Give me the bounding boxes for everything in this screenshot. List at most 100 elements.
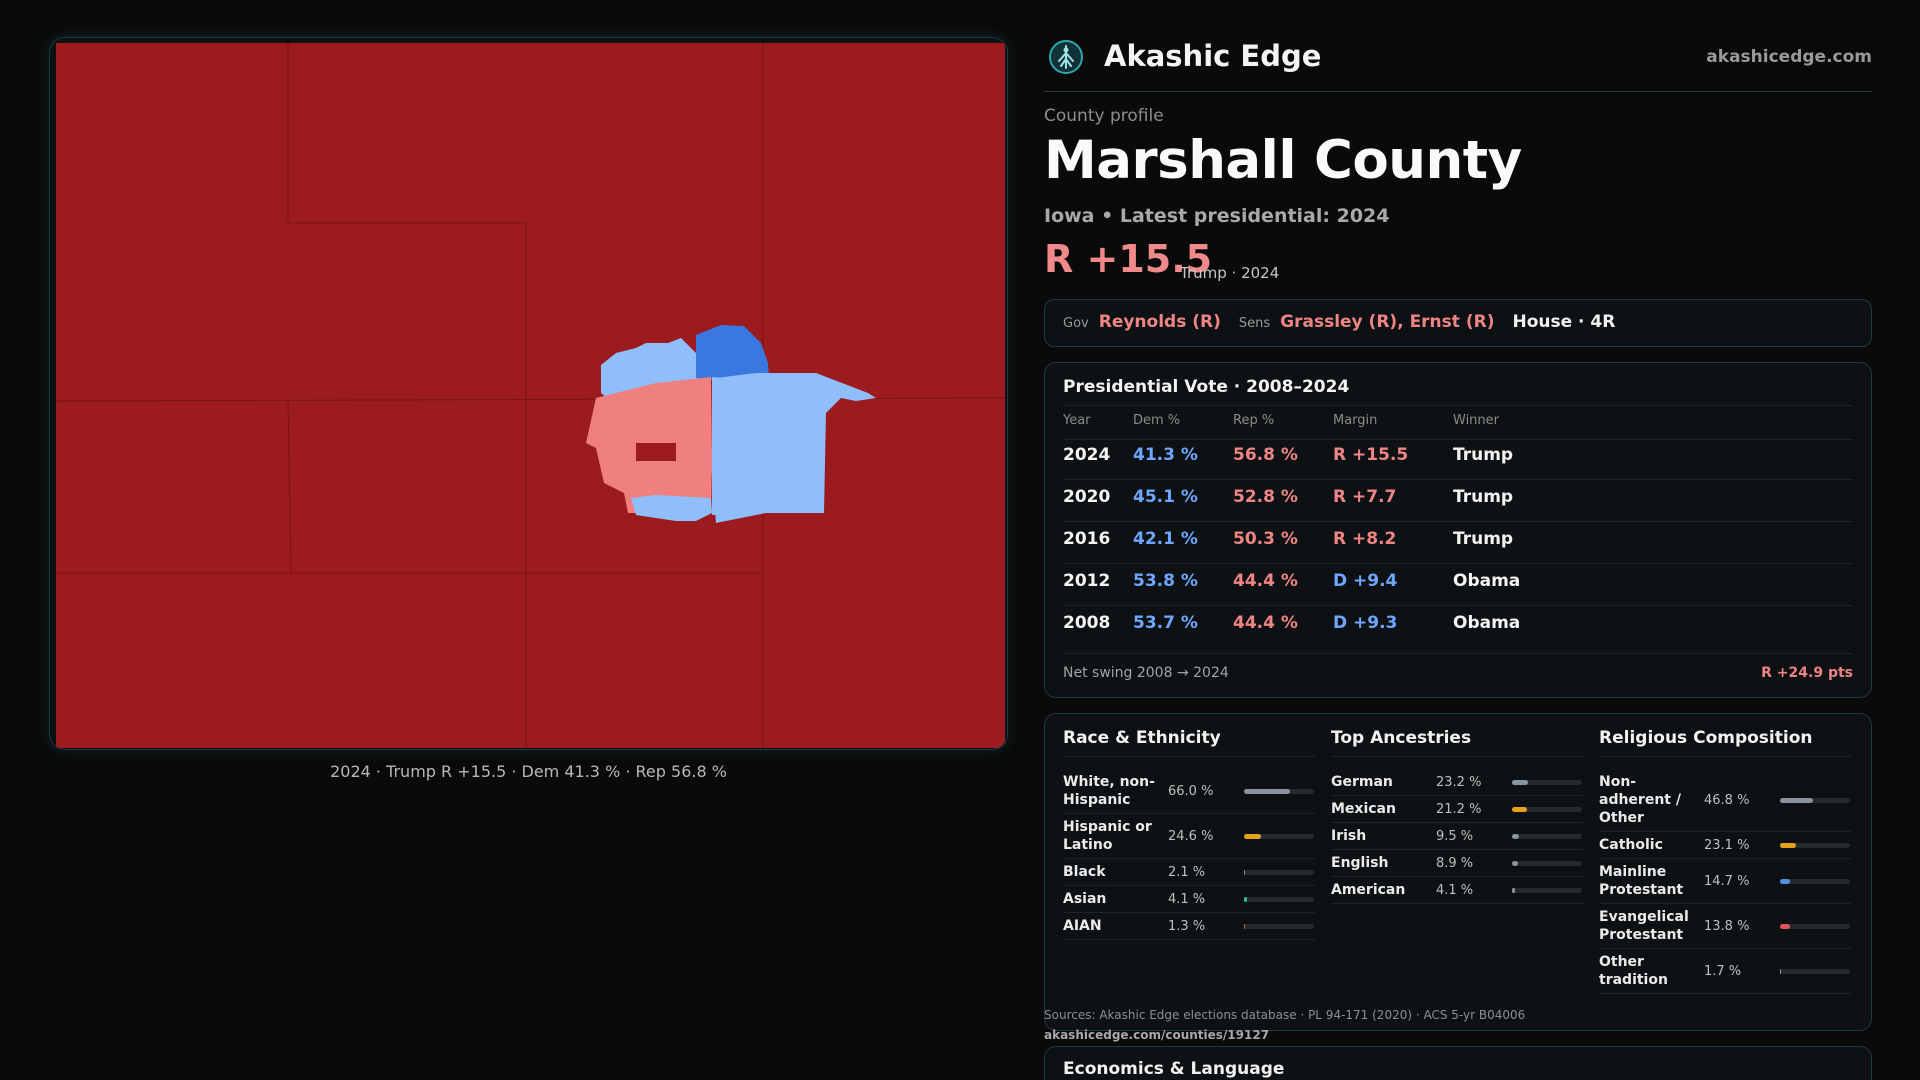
- governor: Reynolds (R): [1098, 312, 1221, 332]
- county-panel: Akashic Edge akashicedge.com County prof…: [1044, 0, 1872, 1080]
- religion-bar-fill: [1780, 797, 1813, 803]
- map-caption: 2024 · Trump R +15.5 · Dem 41.3 % · Rep …: [330, 762, 727, 781]
- pres-year-cell: 2016: [1063, 529, 1111, 549]
- religion-label: Catholic: [1599, 837, 1663, 853]
- profile-kicker: County profile: [1044, 106, 1164, 126]
- senators-label: Sens: [1238, 316, 1271, 331]
- religion-bar: [1780, 923, 1850, 929]
- col-header-dem: Dem %: [1133, 413, 1181, 428]
- pres-dem-cell: 53.7 %: [1133, 613, 1198, 633]
- race-label: AIAN: [1063, 918, 1102, 934]
- pres-winner-cell: Trump: [1453, 445, 1514, 465]
- row-divider: [1063, 563, 1853, 564]
- pres-rep-cell: 52.8 %: [1233, 487, 1298, 507]
- race-label: White, non-Hispanic: [1063, 774, 1155, 808]
- row-divider: [1063, 479, 1853, 480]
- divider: [1063, 653, 1853, 654]
- ancestry-row: Irish 9.5 %: [1331, 823, 1583, 850]
- religion-row: Mainline Protestant 14.7 %: [1599, 859, 1851, 904]
- site-link[interactable]: akashicedge.com: [1706, 47, 1872, 67]
- race-bar: [1244, 923, 1314, 929]
- race-ethnicity-column: Race & Ethnicity White, non-Hispanic 66.0…: [1063, 728, 1315, 940]
- religion-bar-fill: [1780, 878, 1791, 884]
- pres-rep-cell: 56.8 %: [1233, 445, 1298, 465]
- senators: Grassley (R), Ernst (R): [1280, 312, 1495, 332]
- sources-text: Sources: Akashic Edge elections database…: [1044, 1008, 1526, 1022]
- religion-row: Other tradition 1.7 %: [1599, 949, 1851, 994]
- religion-value: 13.8 %: [1704, 918, 1750, 934]
- ancestry-bar: [1512, 833, 1582, 839]
- ancestry-column: Top Ancestries German 23.2 % Mexican 21.2 %…: [1331, 728, 1583, 904]
- race-row: Black 2.1 %: [1063, 859, 1315, 886]
- religion-bar-fill: [1780, 842, 1797, 848]
- religion-value: 23.1 %: [1704, 837, 1750, 853]
- race-bar-fill: [1244, 869, 1246, 875]
- ancestry-row: English 8.9 %: [1331, 850, 1583, 877]
- net-swing-label: Net swing 2008 → 2024: [1063, 665, 1229, 681]
- religion-column: Religious Composition Non-adherent / Oth…: [1599, 728, 1851, 994]
- county-url[interactable]: akashicedge.com/counties/19127: [1044, 1028, 1270, 1042]
- tree-logo-icon[interactable]: [1048, 39, 1084, 75]
- race-label: Asian: [1063, 891, 1107, 907]
- pres-year-cell: 2008: [1063, 613, 1111, 633]
- ancestry-value: 21.2 %: [1436, 801, 1482, 817]
- pres-dem-cell: 53.8 %: [1133, 571, 1198, 591]
- row-divider: [1063, 521, 1853, 522]
- ancestry-bar-fill: [1512, 833, 1519, 839]
- race-bar: [1244, 869, 1314, 875]
- religion-row: Evangelical Protestant 13.8 %: [1599, 904, 1851, 949]
- officials-bar: Gov Reynolds (R) Sens Grassley (R), Erns…: [1044, 299, 1872, 347]
- pres-dem-cell: 45.1 %: [1133, 487, 1198, 507]
- pres-margin-cell: R +15.5: [1333, 445, 1409, 465]
- religion-bar-fill: [1780, 923, 1790, 929]
- col-header-rep: Rep %: [1233, 413, 1275, 428]
- religion-title: Religious Composition: [1599, 728, 1851, 757]
- pres-margin-cell: R +7.7: [1333, 487, 1397, 507]
- col-header-margin: Margin: [1333, 413, 1378, 428]
- race-value: 4.1 %: [1168, 891, 1206, 907]
- religion-label: Evangelical Protestant: [1599, 909, 1689, 943]
- sources-note: Sources: Akashic Edge elections database…: [1044, 1005, 1525, 1045]
- race-value: 1.3 %: [1168, 918, 1206, 934]
- pres-margin-cell: D +9.4: [1333, 571, 1398, 591]
- col-header-winner: Winner: [1453, 413, 1500, 428]
- page-title: Marshall County: [1044, 130, 1522, 191]
- brand-name[interactable]: Akashic Edge: [1104, 39, 1322, 73]
- ancestry-row: Mexican 21.2 %: [1331, 796, 1583, 823]
- ancestry-bar: [1512, 806, 1582, 812]
- religion-label: Other tradition: [1599, 954, 1668, 988]
- ancestry-title: Top Ancestries: [1331, 728, 1583, 757]
- pres-year-cell: 2024: [1063, 445, 1111, 465]
- race-bar: [1244, 896, 1314, 902]
- ancestry-label: American: [1331, 882, 1406, 898]
- pres-dem-cell: 41.3 %: [1133, 445, 1198, 465]
- pres-margin-cell: R +8.2: [1333, 529, 1397, 549]
- headline-margin-note: Trump · 2024: [1180, 264, 1280, 282]
- county-map[interactable]: [49, 37, 1008, 750]
- pres-winner-cell: Trump: [1453, 529, 1514, 549]
- race-value: 66.0 %: [1168, 783, 1214, 799]
- precinct-map-svg: [56, 43, 1005, 748]
- ancestry-label: English: [1331, 855, 1389, 871]
- presidential-title: Presidential Vote · 2008–2024: [1063, 377, 1350, 397]
- ancestry-bar-fill: [1512, 806, 1527, 812]
- divider: [1063, 405, 1853, 406]
- pres-winner-cell: Obama: [1453, 613, 1521, 633]
- religion-label: Non-adherent / Other: [1599, 774, 1681, 826]
- marshalltown-precincts: [586, 325, 876, 523]
- ancestry-value: 23.2 %: [1436, 774, 1482, 790]
- religion-label: Mainline Protestant: [1599, 864, 1684, 898]
- profile-subtitle: Iowa • Latest presidential: 2024: [1044, 205, 1390, 227]
- pres-winner-cell: Obama: [1453, 571, 1521, 591]
- race-value: 24.6 %: [1168, 828, 1214, 844]
- pres-rep-cell: 44.4 %: [1233, 571, 1298, 591]
- site-header: Akashic Edge akashicedge.com: [1044, 34, 1872, 92]
- race-row: Hispanic or Latino 24.6 %: [1063, 814, 1315, 859]
- pres-rep-cell: 50.3 %: [1233, 529, 1298, 549]
- pres-margin-cell: D +9.3: [1333, 613, 1398, 633]
- religion-value: 14.7 %: [1704, 873, 1750, 889]
- ancestry-label: German: [1331, 774, 1393, 790]
- race-row: Asian 4.1 %: [1063, 886, 1315, 913]
- gov-label: Gov: [1063, 316, 1089, 331]
